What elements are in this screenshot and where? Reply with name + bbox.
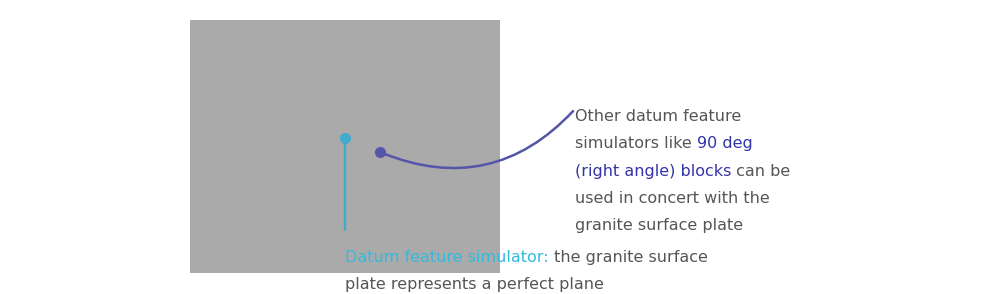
Text: (right angle) blocks: (right angle) blocks xyxy=(575,163,731,178)
Text: Other datum feature: Other datum feature xyxy=(575,109,741,124)
Text: simulators like: simulators like xyxy=(575,136,697,151)
FancyBboxPatch shape xyxy=(190,20,500,273)
Text: granite surface plate: granite surface plate xyxy=(575,218,743,233)
Text: can be: can be xyxy=(731,163,791,178)
Text: used in concert with the: used in concert with the xyxy=(575,191,770,206)
Text: 90 deg: 90 deg xyxy=(697,136,753,151)
Text: the granite surface: the granite surface xyxy=(549,250,707,265)
Text: plate represents a perfect plane: plate represents a perfect plane xyxy=(345,277,604,292)
Text: Datum feature simulator:: Datum feature simulator: xyxy=(345,250,549,265)
